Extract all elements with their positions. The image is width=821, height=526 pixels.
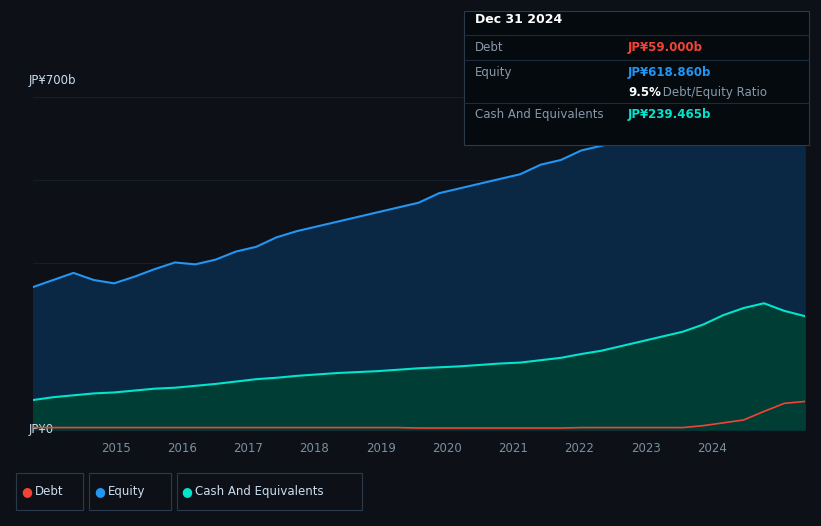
Text: Equity: Equity xyxy=(475,66,512,79)
Text: JP¥59.000b: JP¥59.000b xyxy=(628,41,703,54)
Text: Equity: Equity xyxy=(108,485,145,498)
Text: JP¥0: JP¥0 xyxy=(29,423,54,436)
Text: ●: ● xyxy=(21,485,32,498)
Text: Debt: Debt xyxy=(34,485,63,498)
Text: JP¥700b: JP¥700b xyxy=(29,74,76,87)
Text: ●: ● xyxy=(181,485,193,498)
Text: Cash And Equivalents: Cash And Equivalents xyxy=(475,108,603,121)
Text: Cash And Equivalents: Cash And Equivalents xyxy=(195,485,324,498)
Text: 9.5%: 9.5% xyxy=(628,86,661,99)
Text: JP¥618.860b: JP¥618.860b xyxy=(628,66,712,79)
Text: Dec 31 2024: Dec 31 2024 xyxy=(475,13,562,26)
Text: JP¥239.465b: JP¥239.465b xyxy=(628,108,712,121)
Text: ●: ● xyxy=(94,485,105,498)
Text: Debt/Equity Ratio: Debt/Equity Ratio xyxy=(659,86,768,99)
Text: Debt: Debt xyxy=(475,41,503,54)
